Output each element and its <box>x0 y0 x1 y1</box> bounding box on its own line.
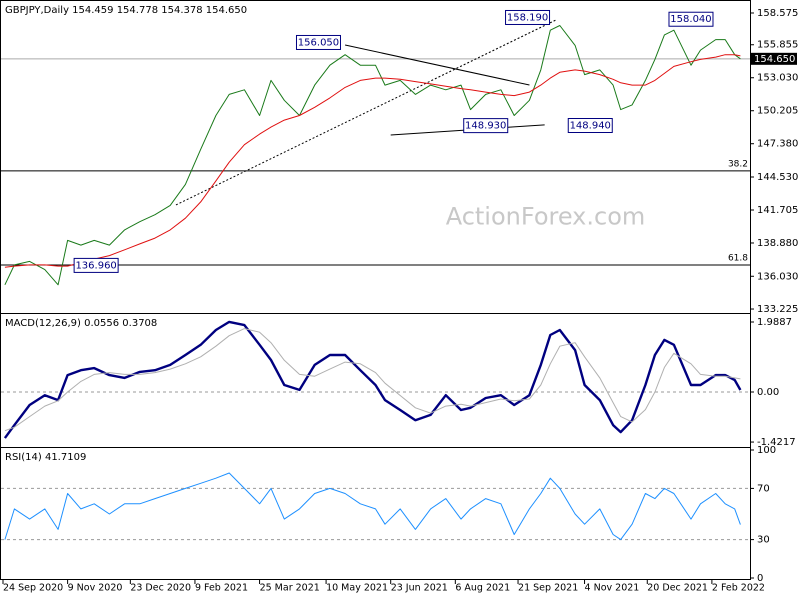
annotation-label: 158.040 <box>670 14 711 25</box>
annotation-label: 136.960 <box>75 260 116 271</box>
x-tick-label: 24 Sep 2020 <box>3 583 63 594</box>
watermark: ActionForex.com <box>446 203 646 231</box>
y-tick-label: 133.225 <box>757 304 798 315</box>
annotation-label: 158.190 <box>507 12 548 23</box>
trendline <box>344 44 530 86</box>
price-badge-label: 154.650 <box>754 54 795 65</box>
y-tick-label: 136.030 <box>757 271 798 282</box>
panel-title: RSI(14) 41.7109 <box>5 452 86 463</box>
x-tick-label: 6 Aug 2021 <box>455 583 510 594</box>
annotation-label: 148.940 <box>570 121 611 132</box>
y-tick-label: 150.205 <box>757 106 798 117</box>
series-line <box>4 472 741 541</box>
y-tick-label: 70 <box>757 483 770 494</box>
panel-title: GBPJPY,Daily 154.459 154.778 154.378 154… <box>5 5 247 16</box>
series-line <box>4 54 741 268</box>
trendline <box>175 19 557 206</box>
fib-label: 38.2 <box>728 159 748 169</box>
panel-title: MACD(12,26,9) 0.0556 0.3708 <box>5 318 157 329</box>
x-tick-label: 9 Nov 2020 <box>68 583 123 594</box>
y-tick-label: 158.575 <box>757 8 798 19</box>
y-tick-label: 100 <box>757 445 776 456</box>
y-tick-label: 144.530 <box>757 172 798 183</box>
y-tick-label: 138.880 <box>757 238 798 249</box>
annotation-box <box>668 11 714 27</box>
x-tick-label: 23 Dec 2020 <box>130 583 191 594</box>
y-tick-label: 1.9887 <box>757 317 792 328</box>
x-tick-label: 25 Mar 2021 <box>260 583 320 594</box>
panel-frame <box>0 313 751 448</box>
annotation-box <box>73 257 119 273</box>
annotation-box <box>567 118 613 134</box>
fib-label: 61.8 <box>728 253 748 263</box>
series-line <box>3 320 742 439</box>
series-line <box>4 328 741 432</box>
y-tick-label: 30 <box>757 535 770 546</box>
x-tick-label: 20 Dec 2021 <box>647 583 708 594</box>
annotation-box <box>295 34 341 50</box>
annotation-box <box>463 118 509 134</box>
annotation-label: 148.930 <box>465 121 506 132</box>
x-tick-label: 9 Feb 2021 <box>195 583 248 594</box>
price-badge <box>751 52 797 65</box>
x-tick-label: 23 Jun 2021 <box>391 583 448 594</box>
y-tick-label: 155.855 <box>757 40 798 51</box>
annotation-label: 156.050 <box>298 37 339 48</box>
x-tick-label: 2 Feb 2022 <box>712 583 765 594</box>
series-line <box>4 25 741 286</box>
panel-frame <box>0 447 751 580</box>
x-tick-label: 4 Nov 2021 <box>585 583 640 594</box>
x-tick-label: 10 May 2021 <box>326 583 388 594</box>
y-tick-label: 0.00 <box>757 387 779 398</box>
x-tick-label: 21 Sep 2021 <box>518 583 578 594</box>
y-tick-label: 0 <box>757 573 763 584</box>
y-tick-label: 141.705 <box>757 205 798 216</box>
y-tick-label: -1.4217 <box>757 437 796 448</box>
annotation-box <box>505 9 551 25</box>
y-tick-label: 153.030 <box>757 73 798 84</box>
y-tick-label: 147.380 <box>757 139 798 150</box>
